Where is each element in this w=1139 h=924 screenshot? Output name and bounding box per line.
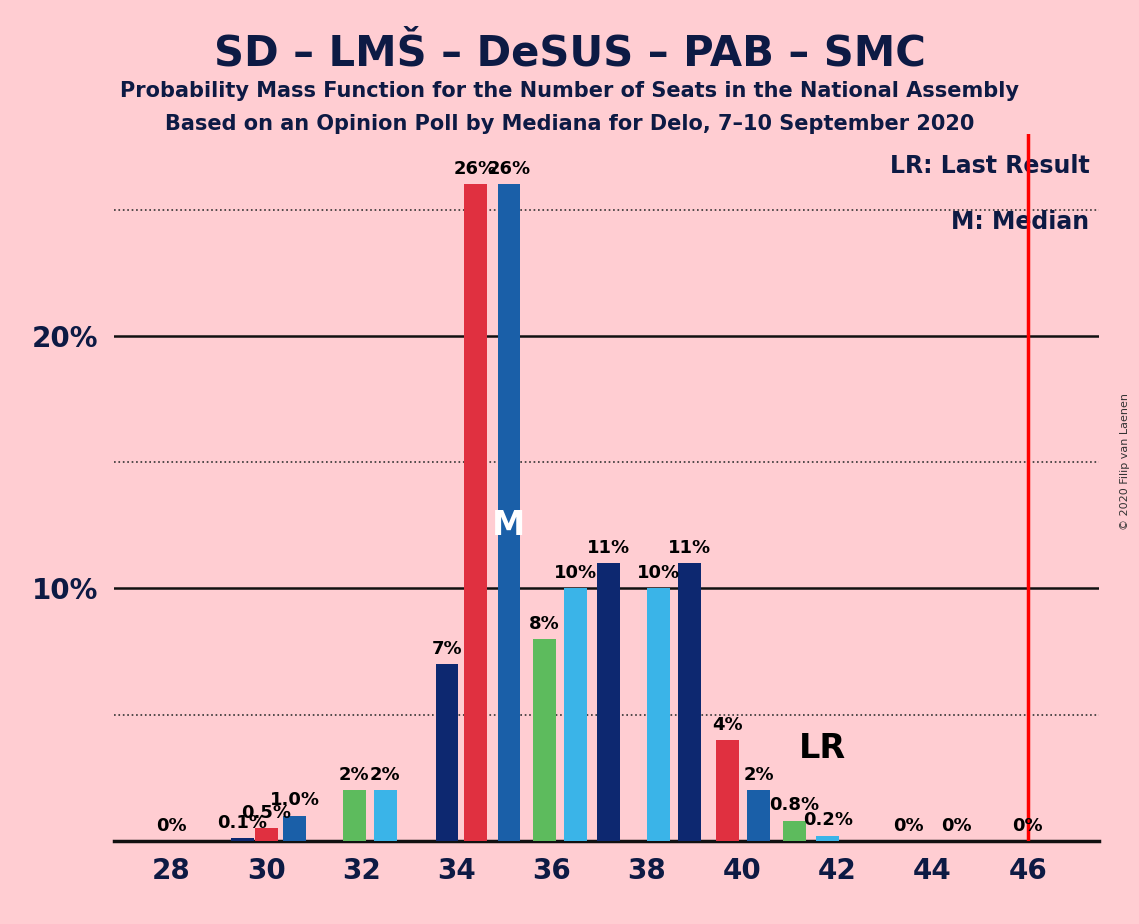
Text: 0.8%: 0.8% (770, 796, 820, 814)
Bar (679, 563, 702, 841)
Text: 0.1%: 0.1% (218, 814, 268, 832)
Text: 0.5%: 0.5% (241, 804, 292, 822)
Text: 11%: 11% (669, 539, 712, 557)
Bar (564, 589, 587, 841)
Text: 0.2%: 0.2% (803, 811, 853, 830)
Text: M: Median: M: Median (951, 210, 1090, 234)
Bar (784, 821, 806, 841)
Text: 4%: 4% (713, 715, 744, 734)
Bar (647, 589, 670, 841)
Bar (817, 836, 839, 841)
Bar (598, 563, 621, 841)
Text: 0%: 0% (1013, 817, 1043, 834)
Text: SD – LMŠ – DeSUS – PAB – SMC: SD – LMŠ – DeSUS – PAB – SMC (214, 32, 925, 74)
Text: LR: Last Result: LR: Last Result (890, 154, 1090, 178)
Text: 1.0%: 1.0% (270, 791, 320, 809)
Bar (747, 790, 770, 841)
Text: 26%: 26% (454, 160, 498, 178)
Text: 11%: 11% (588, 539, 631, 557)
Text: LR: LR (800, 732, 846, 765)
Bar (498, 185, 521, 841)
Bar (284, 816, 306, 841)
Text: 0%: 0% (941, 817, 972, 834)
Text: 10%: 10% (638, 564, 680, 582)
Text: 2%: 2% (339, 766, 369, 784)
Bar (231, 838, 254, 841)
Text: 0%: 0% (156, 817, 187, 834)
Bar (255, 828, 278, 841)
Text: 0%: 0% (893, 817, 924, 834)
Bar (533, 638, 556, 841)
Bar (374, 790, 396, 841)
Text: 2%: 2% (744, 766, 775, 784)
Text: M: M (492, 509, 525, 541)
Text: © 2020 Filip van Laenen: © 2020 Filip van Laenen (1121, 394, 1130, 530)
Bar (343, 790, 366, 841)
Bar (465, 185, 487, 841)
Bar (716, 740, 739, 841)
Text: Based on an Opinion Poll by Mediana for Delo, 7–10 September 2020: Based on an Opinion Poll by Mediana for … (165, 114, 974, 134)
Text: 10%: 10% (554, 564, 597, 582)
Text: Probability Mass Function for the Number of Seats in the National Assembly: Probability Mass Function for the Number… (120, 81, 1019, 102)
Text: 8%: 8% (530, 614, 560, 633)
Bar (435, 664, 459, 841)
Text: 2%: 2% (370, 766, 401, 784)
Text: 26%: 26% (487, 160, 531, 178)
Text: 7%: 7% (432, 639, 462, 658)
